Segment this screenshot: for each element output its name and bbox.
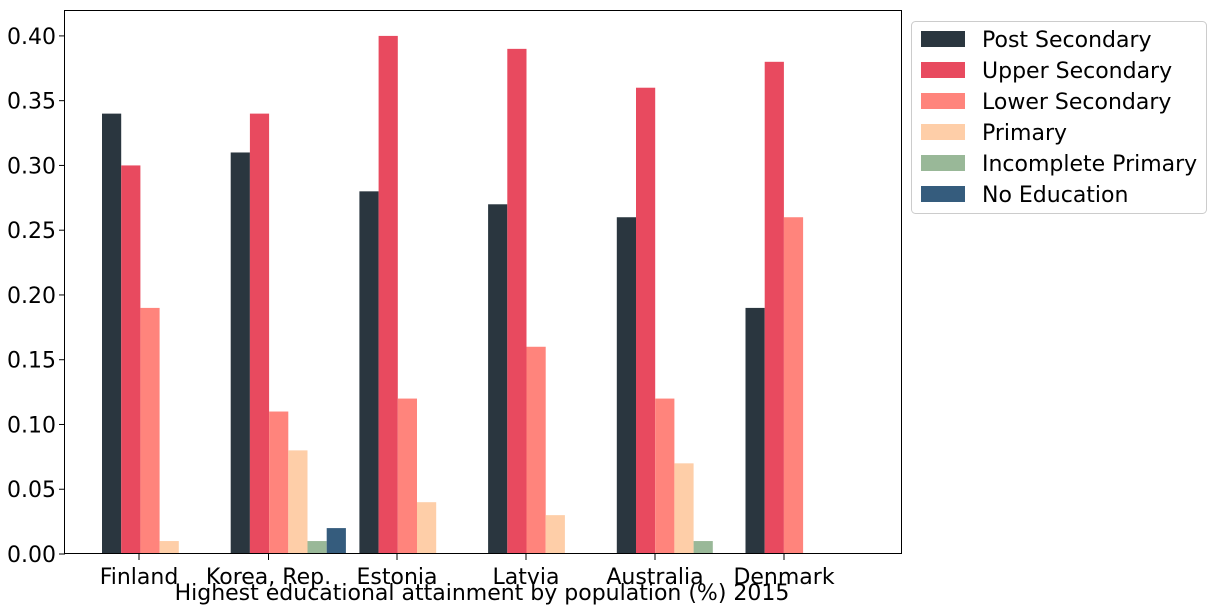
bar-upper-secondary-denmark — [764, 61, 784, 555]
bar-upper-secondary-latvia — [507, 48, 527, 554]
y-axis: 0.00 0.05 0.10 0.15 0.20 0.25 0.30 0.35 0.40 — [7, 25, 65, 568]
y-tick-label: 0.20 — [7, 284, 56, 309]
x-axis-title: Highest educational attainment by popula… — [175, 581, 790, 606]
legend-label: Upper Secondary — [982, 59, 1172, 84]
bar-primary-australia — [674, 463, 694, 554]
x-tick-label: Australia — [606, 565, 703, 590]
x-tick-label: Latvia — [493, 565, 560, 590]
bar-no-education-korea-rep- — [326, 528, 346, 554]
bar-upper-secondary-estonia — [378, 35, 398, 554]
bar-primary-finland — [159, 541, 179, 554]
legend-swatch — [921, 93, 965, 109]
bar-post-secondary-denmark — [745, 307, 765, 554]
bar-lower-secondary-korea-rep- — [269, 411, 289, 554]
legend-label: Incomplete Primary — [982, 152, 1197, 177]
x-tick-label: Korea, Rep. — [206, 565, 331, 590]
legend-swatch — [921, 124, 965, 140]
plot-frame — [64, 10, 902, 554]
bar-post-secondary-estonia — [359, 191, 379, 555]
x-tick-label: Estonia — [357, 565, 438, 590]
y-tick-label: 0.35 — [7, 90, 56, 115]
bar-upper-secondary-australia — [636, 87, 656, 554]
legend-swatch — [921, 31, 965, 47]
bar-post-secondary-australia — [616, 217, 636, 554]
bar-lower-secondary-latvia — [526, 346, 546, 554]
legend-label: No Education — [982, 183, 1128, 208]
bar-post-secondary-latvia — [488, 204, 508, 555]
bar-primary-latvia — [545, 515, 565, 554]
bars-layer — [102, 35, 804, 555]
x-tick-label: Denmark — [733, 565, 834, 590]
y-tick-label: 0.00 — [7, 543, 56, 568]
y-tick-label: 0.25 — [7, 219, 56, 244]
legend-swatch — [921, 62, 965, 78]
y-tick-label: 0.40 — [7, 25, 56, 50]
y-tick-label: 0.15 — [7, 349, 56, 374]
bar-primary-korea-rep- — [288, 450, 308, 554]
legend-label: Primary — [982, 121, 1067, 146]
legend-swatch — [921, 155, 965, 171]
legend: Post Secondary Upper Secondary Lower Secon… — [911, 21, 1207, 214]
x-axis: Finland Korea, Rep. Estonia Latvia Australia… — [100, 554, 835, 590]
legend-swatch — [921, 186, 965, 202]
y-tick-label: 0.30 — [7, 154, 56, 179]
legend-label: Post Secondary — [982, 28, 1152, 53]
y-tick-label: 0.10 — [7, 413, 56, 438]
bar-lower-secondary-finland — [140, 307, 160, 554]
bar-lower-secondary-estonia — [397, 398, 417, 554]
y-tick-label: 0.05 — [7, 478, 56, 503]
bar-upper-secondary-korea-rep- — [249, 113, 270, 554]
legend-label: Lower Secondary — [982, 90, 1171, 115]
bar-upper-secondary-finland — [121, 165, 141, 554]
bar-incomplete-primary-australia — [693, 541, 713, 554]
bar-post-secondary-korea-rep- — [230, 152, 250, 554]
bar-lower-secondary-denmark — [783, 217, 804, 554]
bar-lower-secondary-australia — [655, 398, 675, 554]
legend-box — [911, 21, 1207, 214]
bar-incomplete-primary-korea-rep- — [307, 541, 327, 554]
bar-post-secondary-finland — [102, 113, 122, 554]
bar-primary-estonia — [417, 502, 437, 554]
x-tick-label: Finland — [100, 565, 179, 590]
